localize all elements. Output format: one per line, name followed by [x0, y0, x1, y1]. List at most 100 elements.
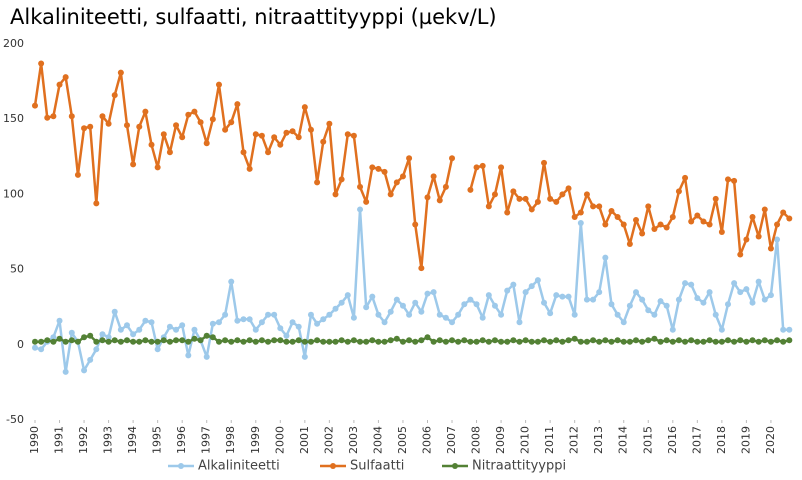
data-point — [780, 326, 787, 333]
legend-item: Alkaliniteetti — [168, 459, 280, 474]
data-point — [424, 194, 431, 201]
data-point — [130, 338, 137, 345]
data-point — [209, 116, 216, 123]
data-point — [559, 191, 566, 198]
data-point — [154, 346, 161, 353]
data-point — [694, 212, 701, 219]
data-point — [68, 337, 75, 344]
data-point — [301, 104, 308, 111]
data-point — [136, 338, 143, 345]
data-point — [639, 230, 646, 237]
data-point — [571, 213, 578, 220]
data-point — [485, 292, 492, 299]
data-point — [185, 111, 192, 118]
x-tick-label: 1994 — [126, 426, 139, 454]
x-tick-label: 1997 — [200, 426, 213, 454]
data-point — [185, 352, 192, 359]
data-point — [62, 338, 69, 345]
data-point — [620, 319, 627, 326]
data-point — [222, 311, 229, 318]
legend-marker — [178, 463, 184, 469]
data-point — [209, 320, 216, 327]
x-tick-label: 1999 — [249, 426, 262, 454]
data-point — [485, 203, 492, 210]
data-point — [289, 319, 296, 326]
data-point — [724, 176, 731, 183]
data-point — [56, 335, 63, 342]
data-point — [265, 338, 272, 345]
x-tick-label: 2018 — [715, 426, 728, 454]
data-point — [32, 338, 38, 345]
data-point — [154, 338, 161, 345]
y-tick-label: 200 — [3, 37, 24, 50]
data-point — [332, 338, 339, 345]
data-point — [185, 338, 192, 345]
legend-label: Alkaliniteetti — [198, 459, 280, 474]
data-point — [142, 337, 149, 344]
legend-marker — [452, 463, 458, 469]
data-point — [718, 326, 725, 333]
data-point — [179, 337, 186, 344]
data-point — [608, 301, 615, 308]
data-point — [123, 322, 130, 329]
data-point — [657, 338, 664, 345]
data-point — [700, 299, 707, 306]
data-point — [571, 311, 578, 318]
data-point — [774, 337, 781, 344]
data-point — [344, 131, 351, 138]
data-point — [491, 337, 498, 344]
data-point — [712, 338, 719, 345]
data-point — [528, 206, 535, 213]
data-point — [38, 346, 45, 353]
data-point — [633, 337, 640, 344]
data-point — [338, 299, 345, 306]
data-point — [491, 191, 498, 198]
data-point — [626, 302, 633, 309]
data-point — [688, 337, 695, 344]
x-tick-label: 2006 — [420, 426, 433, 454]
data-point — [780, 338, 787, 345]
x-tick-label: 2010 — [519, 426, 532, 454]
data-point — [203, 140, 210, 147]
data-point — [743, 338, 750, 345]
data-point — [191, 108, 198, 115]
data-point — [228, 338, 235, 345]
data-point — [516, 338, 523, 345]
data-point — [639, 338, 646, 345]
data-point — [534, 338, 541, 345]
data-point — [258, 319, 265, 326]
data-point — [393, 335, 400, 342]
x-tick-label: 2008 — [470, 426, 483, 454]
y-tick-label: 150 — [3, 112, 24, 125]
data-point — [148, 319, 155, 326]
data-point — [712, 195, 719, 202]
data-point — [87, 332, 94, 339]
x-tick-label: 2011 — [543, 426, 556, 454]
x-tick-label: 2009 — [494, 426, 507, 454]
data-point — [418, 265, 425, 272]
data-point — [344, 338, 351, 345]
data-point — [700, 218, 707, 225]
data-point — [485, 338, 492, 345]
data-point — [320, 338, 327, 345]
data-point — [473, 338, 480, 345]
data-point — [718, 338, 725, 345]
data-point — [222, 337, 229, 344]
x-tick-label: 2002 — [322, 426, 335, 454]
data-point — [534, 198, 541, 205]
data-point — [774, 236, 781, 243]
data-point — [38, 60, 45, 67]
data-point — [62, 368, 69, 375]
x-tick-label: 2007 — [445, 426, 458, 454]
data-point — [136, 123, 143, 130]
data-point — [81, 367, 88, 374]
x-tick-label: 2013 — [592, 426, 605, 454]
data-point — [81, 125, 88, 132]
data-point — [166, 323, 173, 330]
data-point — [375, 165, 382, 172]
data-point — [50, 338, 57, 345]
data-point — [74, 338, 81, 345]
data-point — [307, 311, 314, 318]
data-point — [498, 338, 505, 345]
data-point — [166, 338, 173, 345]
